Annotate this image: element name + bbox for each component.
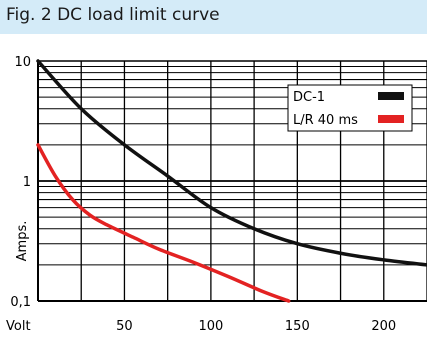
legend: DC-1 L/R 40 ms [287,84,413,132]
x-axis-label: Volt [6,319,31,334]
y-tick-label: 10 [14,55,31,70]
y-tick-label: 0,1 [10,295,31,310]
dc-load-limit-chart: 50 100 150 200 0,1 1 10 Amps. Volt DC-1 L/R 40 … [6,55,427,334]
legend-swatch [378,92,404,100]
x-tick-label: 50 [116,319,133,334]
series-line-1 [36,143,291,303]
x-tick-label: 150 [285,319,310,334]
series-line-0 [36,59,427,267]
y-axis-label: Amps. [15,221,30,262]
x-tick-label: 200 [371,319,396,334]
title-banner: Fig. 2 DC load limit curve [0,0,427,34]
legend-label: DC-1 [293,90,325,105]
x-tick-label: 100 [198,319,223,334]
legend-swatch [378,115,404,123]
axis-ticks: 50 100 150 200 0,1 1 10 [10,55,396,334]
series-layer [36,59,427,303]
chart-title: Fig. 2 DC load limit curve [6,5,220,25]
y-tick-label: 1 [23,175,31,190]
legend-label: L/R 40 ms [293,113,358,128]
